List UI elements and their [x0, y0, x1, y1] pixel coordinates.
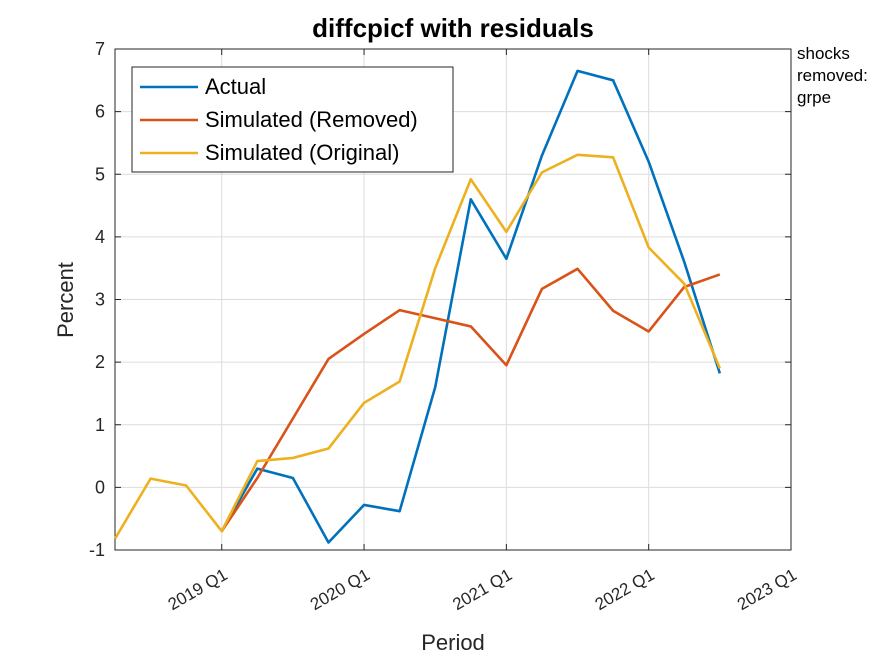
x-axis-label: Period — [421, 630, 485, 655]
y-tick-label: 3 — [95, 290, 105, 310]
side-note: shocks — [797, 44, 850, 63]
y-tick-label: 0 — [95, 477, 105, 497]
x-tick-label: 2020 Q1 — [307, 565, 373, 614]
legend: Actual Simulated (Removed) Simulated (Orig… — [131, 66, 454, 173]
side-note: removed: — [797, 66, 868, 85]
x-tick-label: 2019 Q1 — [165, 565, 231, 614]
series — [113, 69, 722, 544]
y-tick-label: 4 — [95, 227, 105, 247]
y-tick-label: -1 — [89, 540, 105, 560]
x-tick-label: 2021 Q1 — [449, 565, 515, 614]
x-tick-label: 2023 Q1 — [734, 565, 800, 614]
axes-box — [114, 48, 792, 551]
legend-label: Actual — [205, 74, 266, 99]
series-line-actual — [220, 69, 722, 544]
y-axis-label: Percent — [53, 262, 78, 338]
y-tick-label: 5 — [95, 164, 105, 184]
x-tick-label: 2022 Q1 — [592, 565, 658, 614]
y-tick-label: 6 — [95, 102, 105, 122]
series-line-simulated-original — [113, 153, 722, 540]
y-tick-label: 1 — [95, 415, 105, 435]
legend-label: Simulated (Original) — [205, 140, 399, 165]
y-tick-label: 7 — [95, 39, 105, 59]
chart-title: diffcpicf with residuals — [312, 13, 594, 43]
y-tick-label: 2 — [95, 352, 105, 372]
side-notes: shocks removed: grpe — [797, 43, 868, 109]
side-note: grpe — [797, 88, 832, 107]
legend-label: Simulated (Removed) — [205, 107, 418, 132]
series-line-simulated-removed — [220, 267, 721, 532]
axes — [114, 48, 792, 551]
